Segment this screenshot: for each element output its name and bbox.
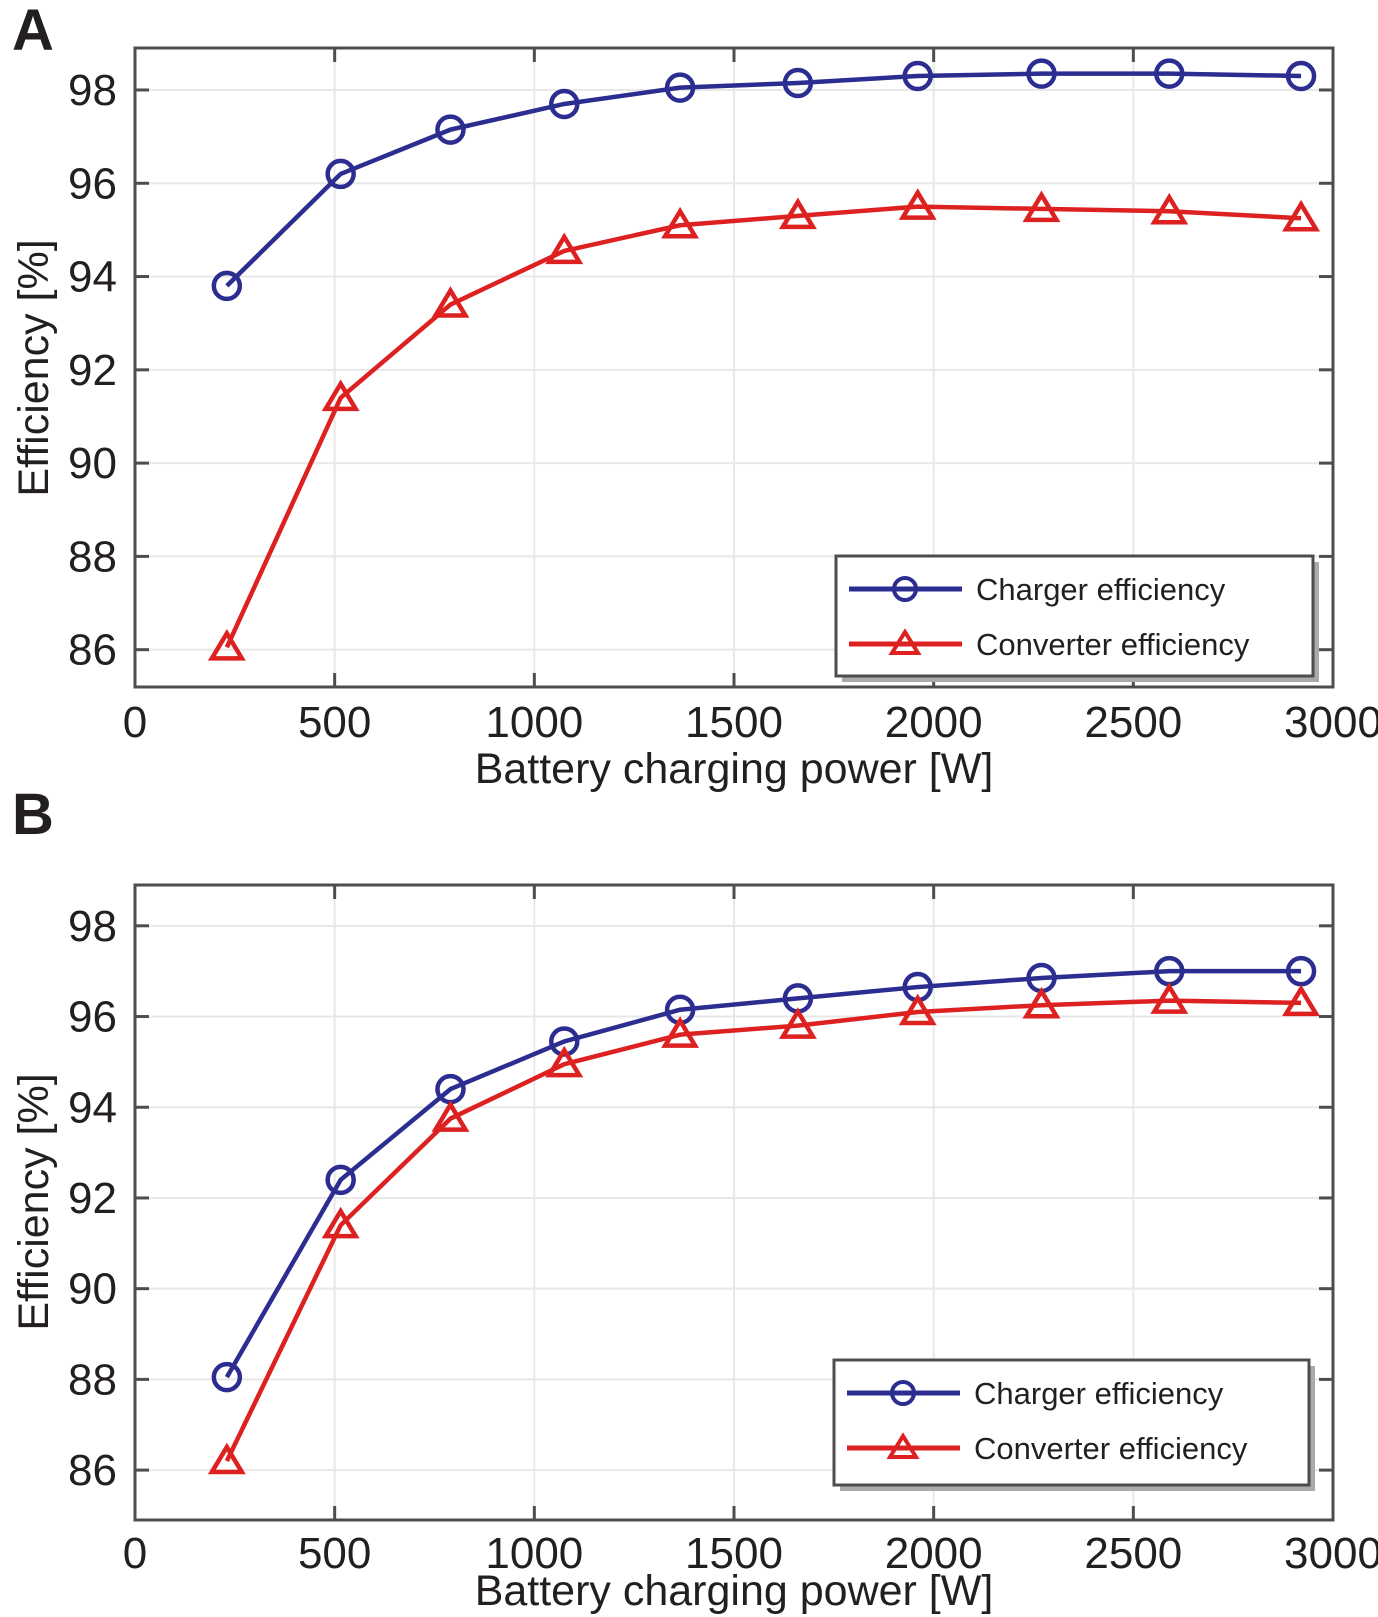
triangle-marker [1282,199,1321,232]
x-tick-label: 3000 [1284,698,1378,747]
x-tick-label: 0 [123,698,147,747]
triangle-marker [321,1206,360,1239]
triangle-marker [545,232,584,265]
triangle-marker [207,1442,246,1475]
series-line [224,204,1302,649]
panel-b-letter: B [12,782,54,847]
triangle-marker [431,1100,470,1132]
triangle-marker [888,628,922,655]
triangle-marker [1150,192,1189,225]
triangle-marker [1150,982,1189,1014]
x-tick-label: 2500 [1084,1529,1182,1578]
panel-a-letter: A [12,0,54,63]
x-tick-label: 3000 [1284,1529,1378,1578]
circle-marker [1285,60,1317,92]
x-tick-label: 500 [298,1529,371,1578]
triangle-marker [321,379,360,412]
triangle-marker [1022,986,1061,1019]
legend-label: Charger efficiency [976,572,1226,607]
circle-marker [325,1164,356,1196]
circle-marker [782,67,814,99]
x-tick-label: 1000 [485,1529,583,1578]
panel-b-chart: 0 500 1000 1500 2000 2500 3000 86 88 90 92 94 96 98 Ch… [68,883,1378,1578]
circle-marker [664,72,696,103]
triangle-marker [661,1016,700,1048]
x-tick-label: 2000 [885,1529,983,1578]
y-tick-label: 86 [68,626,117,675]
triangle-marker [1022,190,1061,223]
circle-marker [325,158,356,190]
triangle-marker [661,206,700,239]
y-tick-label: 90 [68,439,117,488]
y-tick-label: 88 [68,532,117,581]
y-tick-label: 98 [68,66,117,115]
y-tick-label: 96 [68,159,117,208]
legend-box [834,554,1315,678]
panel-b-y-axis-title: Efficiency [%] [10,1073,58,1331]
triangle-marker [1282,984,1321,1017]
panel-a-chart: 0 500 1000 1500 2000 2500 3000 86 88 90 92 94 96 98 Ch… [68,46,1378,747]
triangle-marker [898,188,937,220]
panel-a-y-axis-title: Efficiency [%] [10,239,58,497]
series-line [224,968,1302,1379]
x-tick-label: 1000 [485,698,583,747]
circle-marker [549,88,580,120]
x-tick-label: 500 [298,698,371,747]
circle-marker [902,60,933,92]
triangle-marker [886,1432,920,1459]
panel-b-x-axis-title: Battery charging power [W] [474,1567,994,1615]
x-tick-label: 1500 [685,698,783,747]
triangle-marker [778,197,817,230]
x-tick-label: 0 [123,1529,147,1578]
x-tick-label: 2500 [1084,698,1182,747]
y-tick-label: 92 [68,1174,117,1223]
circle-marker [892,576,918,602]
y-tick-label: 94 [68,253,117,302]
circle-marker [211,270,243,302]
triangle-marker [778,1007,817,1039]
legend-box [832,1358,1311,1487]
legend-label: Converter efficiency [976,627,1250,662]
y-tick-label: 92 [68,346,117,395]
circle-marker [211,1361,243,1393]
circle-marker [435,114,466,145]
series-line [224,998,1302,1463]
y-tick-label: 90 [68,1265,117,1314]
x-tick-label: 2000 [885,698,983,747]
y-tick-label: 98 [68,902,117,951]
circle-marker [890,1380,916,1406]
y-tick-label: 86 [68,1446,117,1495]
series-line [225,71,1302,288]
y-tick-label: 96 [68,993,117,1042]
triangle-marker [431,286,470,318]
panel-a-x-axis-title: Battery charging power [W] [474,745,994,793]
legend-label: Converter efficiency [974,1431,1248,1466]
circle-marker [1026,58,1057,89]
legend-label: Charger efficiency [974,1376,1224,1411]
circle-marker [1154,58,1185,89]
triangle-marker [898,993,937,1026]
y-tick-label: 88 [68,1355,117,1404]
circle-marker [1285,955,1317,987]
triangle-marker [207,628,246,661]
y-tick-label: 94 [68,1083,117,1132]
x-tick-label: 1500 [685,1529,783,1578]
triangle-marker [545,1045,584,1078]
